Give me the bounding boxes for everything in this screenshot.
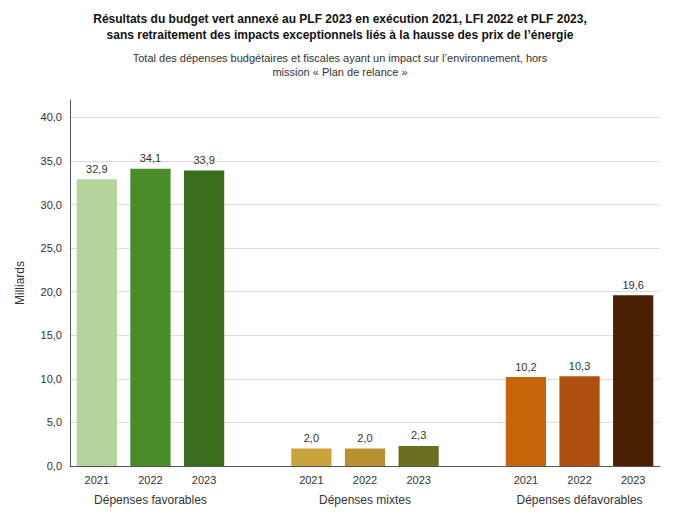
svg-text:2021: 2021 xyxy=(85,474,109,486)
svg-text:10,0: 10,0 xyxy=(41,373,62,385)
svg-text:15,0: 15,0 xyxy=(41,329,62,341)
svg-text:30,0: 30,0 xyxy=(41,199,62,211)
svg-text:32,9: 32,9 xyxy=(86,163,107,175)
svg-text:2021: 2021 xyxy=(514,474,538,486)
svg-text:40,0: 40,0 xyxy=(41,111,62,123)
svg-text:33,9: 33,9 xyxy=(193,154,214,166)
svg-text:2023: 2023 xyxy=(406,474,430,486)
svg-text:10,2: 10,2 xyxy=(515,361,536,373)
svg-text:2021: 2021 xyxy=(299,474,323,486)
svg-text:sans retraitement des impacts: sans retraitement des impacts exceptionn… xyxy=(107,28,574,42)
svg-text:2023: 2023 xyxy=(621,474,645,486)
svg-text:25,0: 25,0 xyxy=(41,242,62,254)
svg-text:19,6: 19,6 xyxy=(622,279,643,291)
svg-text:mission « Plan de relance »: mission « Plan de relance » xyxy=(272,66,407,78)
svg-text:Dépenses favorables: Dépenses favorables xyxy=(94,493,207,507)
svg-text:Résultats du budget vert annex: Résultats du budget vert annexé au PLF 2… xyxy=(93,12,587,26)
svg-text:5,0: 5,0 xyxy=(47,416,62,428)
svg-text:Milliards: Milliards xyxy=(13,261,27,305)
svg-text:20,0: 20,0 xyxy=(41,286,62,298)
svg-text:Total des dépenses budgétaires: Total des dépenses budgétaires et fiscal… xyxy=(133,52,548,64)
svg-text:2022: 2022 xyxy=(567,474,591,486)
svg-text:Dépenses défavorables: Dépenses défavorables xyxy=(516,493,642,507)
svg-text:34,1: 34,1 xyxy=(140,152,161,164)
svg-text:2,3: 2,3 xyxy=(411,429,426,441)
svg-text:35,0: 35,0 xyxy=(41,155,62,167)
svg-text:2022: 2022 xyxy=(353,474,377,486)
svg-text:0,0: 0,0 xyxy=(47,460,62,472)
svg-text:Dépenses mixtes: Dépenses mixtes xyxy=(319,493,411,507)
svg-text:2023: 2023 xyxy=(192,474,216,486)
svg-text:2022: 2022 xyxy=(138,474,162,486)
svg-text:2,0: 2,0 xyxy=(357,432,372,444)
svg-text:10,3: 10,3 xyxy=(569,360,590,372)
svg-text:2,0: 2,0 xyxy=(304,432,319,444)
